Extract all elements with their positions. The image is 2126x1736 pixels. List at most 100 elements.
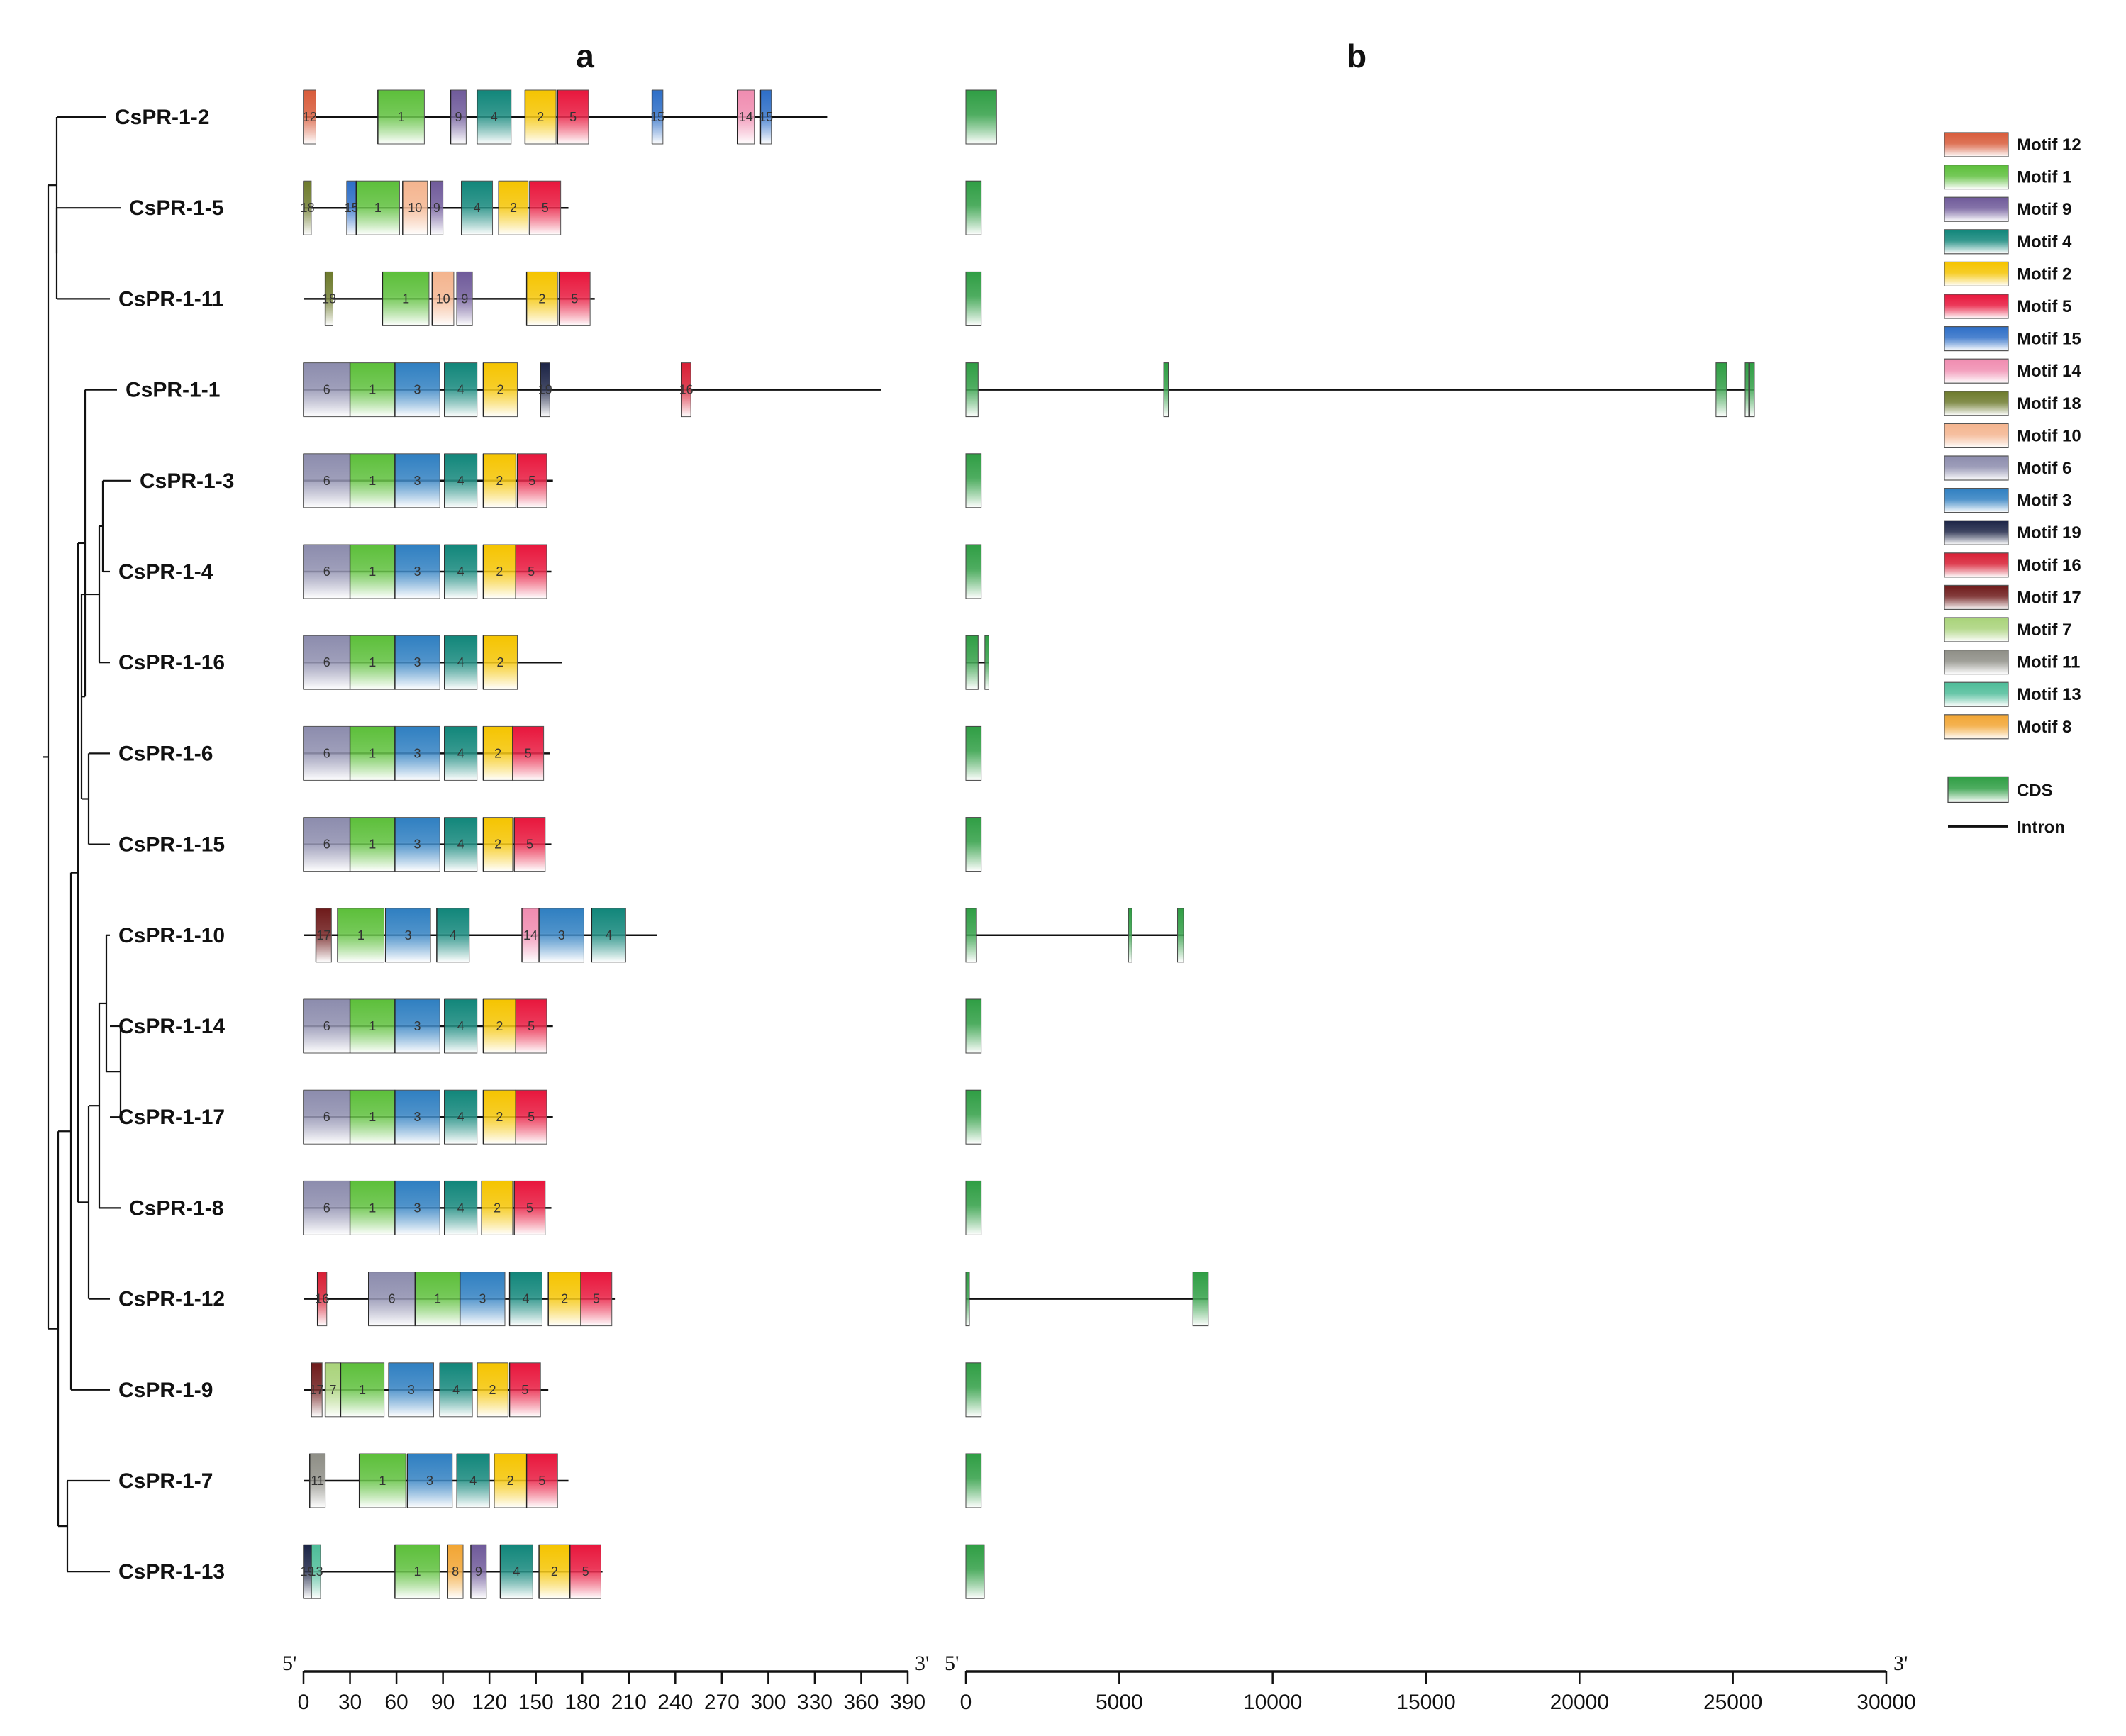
motif-5-box: [557, 89, 589, 145]
motif-number: 8: [452, 1564, 459, 1579]
motif-number: 1: [369, 838, 376, 852]
cds-exon-box: [965, 1272, 970, 1327]
motif-5-box: [515, 998, 547, 1054]
axis-tick-label: 30: [338, 1691, 362, 1714]
gene-structure-row: [965, 89, 997, 145]
axis-tick-label: 25000: [1703, 1691, 1762, 1714]
motif-number: 7: [329, 1383, 336, 1397]
motif-4-box: [444, 1089, 478, 1145]
gene-name-labels: CsPR-1-2 CsPR-1-5 CsPR-1-11 CsPR-1-1 CsPR-1-…: [115, 106, 234, 1584]
cds-exon-box: [965, 271, 982, 326]
motif-number: 1: [357, 928, 364, 942]
motif-number: 15: [650, 110, 664, 124]
motif-number: 3: [414, 564, 421, 579]
motif-number: 4: [491, 110, 498, 124]
motif-row: 6 1 3 4 2 5: [303, 725, 550, 781]
cds-exon-box: [1128, 908, 1132, 963]
motif-number: 4: [457, 474, 464, 488]
motif-row: 6 1 3 4 2: [303, 635, 562, 690]
motif-number: 10: [436, 291, 450, 306]
cds-exon-box: [965, 1089, 982, 1145]
gene-structure-row: [965, 180, 982, 235]
motif-4-box: [456, 1453, 490, 1508]
motif-2-box: [526, 271, 558, 326]
motif-6-box: [303, 544, 351, 599]
motif-number: 5: [526, 1201, 533, 1215]
motif-number: 1: [369, 474, 376, 488]
axis-tick-label: 0: [298, 1691, 310, 1714]
motif-2-box: [482, 817, 513, 872]
gene-structure-row: [965, 817, 982, 872]
cds-exon-box: [965, 362, 979, 418]
motif-4-box: [444, 725, 478, 781]
gene-structure-row: [965, 1362, 982, 1418]
motif-1-box: [350, 544, 396, 599]
motif-4-box: [461, 180, 494, 235]
gene-name: CsPR-1-1: [126, 379, 220, 402]
legend-label: Motif 17: [2017, 588, 2081, 607]
legend-swatch: [1944, 617, 2009, 642]
motif-number: 1: [359, 1383, 366, 1397]
legend-label: Motif 14: [2017, 362, 2081, 381]
motif-row: 6 1 3 4 2 5: [303, 453, 553, 508]
legend-label: Motif 4: [2017, 233, 2072, 252]
motif-4-box: [439, 1362, 473, 1418]
motif-number: 1: [374, 201, 382, 215]
motif-5-box: [509, 1362, 541, 1418]
axis-tick-label: 270: [704, 1691, 740, 1714]
motif-1-box: [350, 362, 396, 418]
motif-5-box: [526, 1453, 558, 1508]
motif-number: 3: [414, 383, 421, 397]
axis-tick-label: 210: [611, 1691, 647, 1714]
gene-structure-row: [965, 1272, 1209, 1327]
motif-number: 6: [323, 1019, 330, 1033]
motif-number: 11: [311, 1474, 324, 1488]
gene-name: CsPR-1-8: [129, 1196, 223, 1220]
cds-exon-box: [965, 453, 982, 508]
gene-structure-panel: [965, 89, 1755, 1599]
legend-swatch: [1944, 487, 2009, 513]
legend-label: Motif 19: [2017, 523, 2081, 542]
legend-label: Motif 11: [2017, 653, 2080, 672]
motif-number: 18: [322, 291, 336, 306]
cds-exon-box: [965, 1362, 982, 1418]
legend-label: Motif 6: [2017, 459, 2071, 478]
motif-number: 9: [475, 1564, 482, 1579]
motif-number: 3: [414, 1019, 421, 1033]
motif-number: 17: [316, 928, 330, 942]
axis-tick-label: 180: [564, 1691, 600, 1714]
motif-1-box: [340, 1362, 385, 1418]
motif-6-box: [303, 635, 351, 690]
cds-exon-box: [965, 998, 982, 1054]
gene-structure-row: [965, 908, 1184, 963]
legend-swatch: [1944, 294, 2009, 319]
motif-number: 1: [369, 746, 376, 760]
motif-number: 4: [513, 1564, 520, 1579]
motif-row: 16 6 1 3 4 2 5: [304, 1272, 616, 1327]
motif-number: 2: [537, 110, 544, 124]
cds-exon-box: [965, 725, 982, 781]
motif-1-box: [350, 1089, 396, 1145]
motif-number: 9: [433, 201, 440, 215]
motif-number: 5: [525, 746, 532, 760]
cds-exon-box: [965, 1544, 985, 1599]
motif-1-box: [350, 1180, 396, 1235]
legend-swatch: [1944, 584, 2009, 611]
legend-label: Motif 10: [2017, 426, 2081, 445]
cds-exon-box: [965, 544, 982, 599]
legend-label: Motif 15: [2017, 330, 2081, 349]
axis-tick-label: 300: [750, 1691, 786, 1714]
cds-exon-box: [965, 180, 982, 235]
legend-intron-label: Intron: [2017, 818, 2065, 837]
motif-number: 1: [379, 1474, 386, 1488]
motif-3-box: [394, 635, 440, 690]
legend-label: Motif 12: [2017, 135, 2081, 155]
legend-swatch: [1944, 423, 2009, 449]
gene-structure-row: [965, 1453, 982, 1508]
motif-number: 4: [457, 1019, 464, 1033]
motif-number: 6: [389, 1292, 396, 1306]
legend-label: Motif 2: [2017, 265, 2071, 284]
gene-structure-row: [965, 362, 1755, 418]
cds-exon-box: [965, 89, 997, 145]
